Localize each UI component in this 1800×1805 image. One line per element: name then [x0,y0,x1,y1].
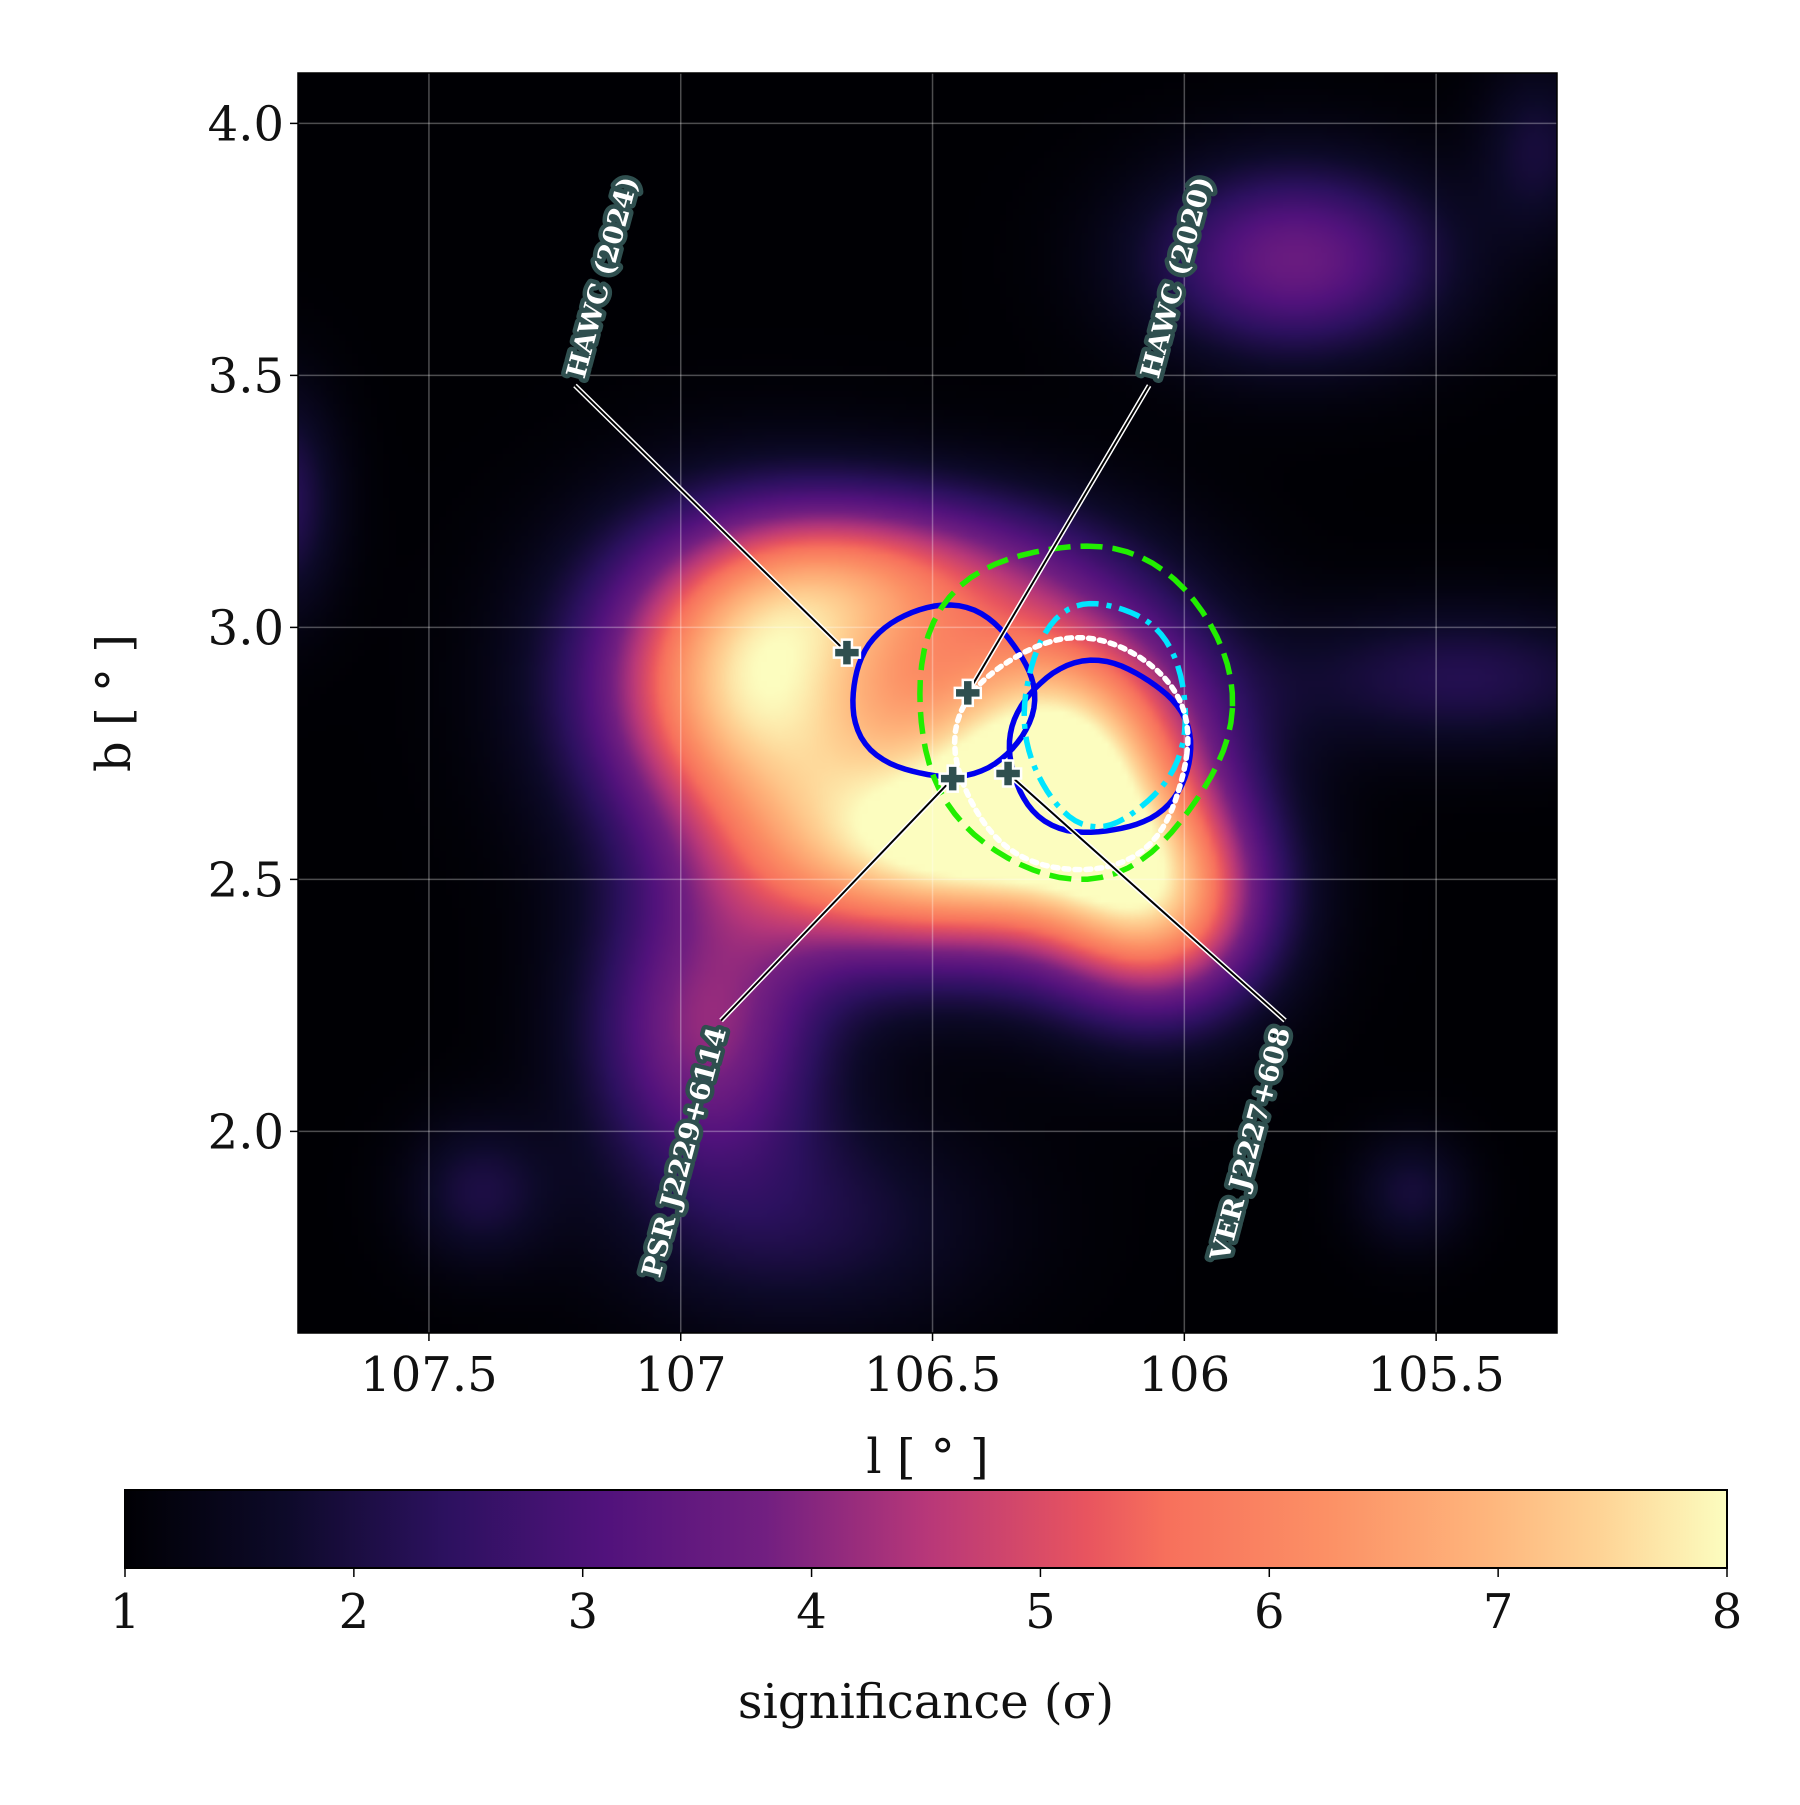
colorbar-tick-label: 1 [110,1584,141,1640]
contour-solid [850,602,1038,780]
contour-dashed [917,543,1236,882]
x-tick-label: 106 [1139,1347,1231,1403]
colorbar-tick-label: 8 [1712,1584,1743,1640]
x-tick-label: 106.5 [864,1347,1001,1403]
plot-frame [297,72,1558,1334]
colorbar-tick-label: 5 [1025,1584,1056,1640]
source-marker-icon [953,678,983,708]
y-tick-label: 3.0 [208,600,284,656]
significance-map [298,73,1557,1333]
source-marker-icon [993,759,1023,788]
leader-line [574,384,848,654]
colorbar-tick-label: 6 [1254,1584,1285,1640]
colorbar-tick-label: 7 [1483,1584,1514,1640]
x-axis-label: l [ ° ] [866,1429,989,1485]
y-tick-label: 4.0 [208,96,284,152]
contour-solid [1006,657,1194,836]
colorbar-tick-label: 4 [796,1584,827,1640]
y-tick-label: 3.5 [208,348,284,404]
colorbar-tick-label: 3 [567,1584,598,1640]
colorbar-label: significance (σ) [738,1674,1114,1730]
contours [850,543,1236,882]
x-tick-label: 105.5 [1367,1347,1504,1403]
contour-dashdot [1021,600,1189,830]
source-marker-icon [832,638,862,667]
grid [298,73,1557,1333]
y-axis-label: b [ ° ] [86,634,142,772]
significance-raster [298,73,1557,1333]
leader-line [720,777,954,1022]
axes: 107.5 107 106.5 106 105.5 2.0 2.5 3.0 3.5 4.0 [208,96,1505,1403]
x-tick-label: 107 [635,1347,727,1403]
y-tick-label: 2.0 [208,1104,284,1160]
x-tick-label: 107.5 [360,1347,497,1403]
y-tick-label: 2.5 [208,852,284,908]
colorbar [124,1489,1728,1569]
colorbar-ticks: 1 2 3 4 5 6 7 8 [110,1568,1743,1640]
leader-line [1007,772,1286,1022]
colorbar-tick-label: 2 [339,1584,370,1640]
source-marker-icon [938,764,967,793]
contour-dotted [951,634,1191,873]
leader-line [966,384,1150,694]
